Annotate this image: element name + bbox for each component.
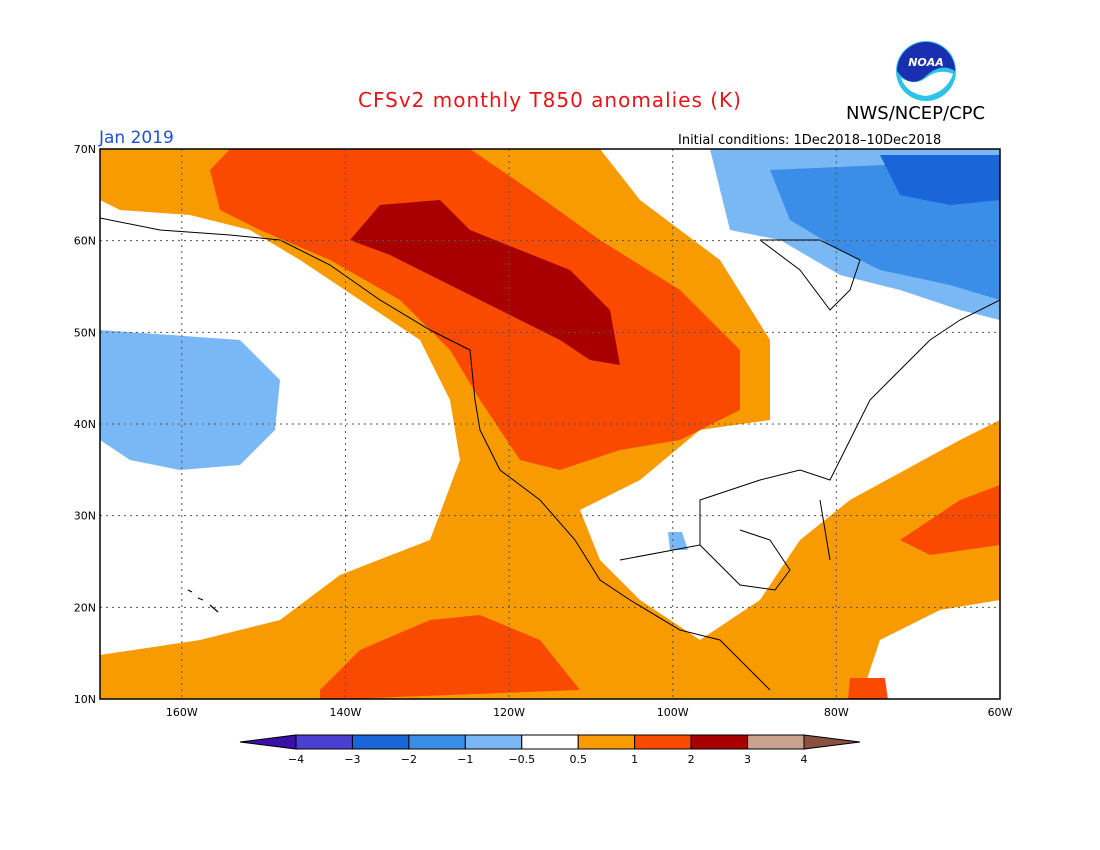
colorbar-label: 0.5	[569, 753, 587, 766]
lon-label: 80W	[824, 706, 849, 719]
anomaly-region-1-2-south	[320, 615, 580, 699]
lat-label: 10N	[74, 693, 96, 706]
anomaly-region-neg-arctic	[880, 155, 1000, 205]
colorbar-swatch	[521, 734, 579, 750]
anomaly-region-1-2	[210, 149, 740, 470]
lat-label: 70N	[74, 143, 96, 156]
anomaly-region-1-2-carib	[848, 678, 888, 699]
colorbar-label: −0.5	[508, 753, 535, 766]
map-frame	[99, 148, 1001, 700]
initial-conditions: Initial conditions: 1Dec2018–10Dec2018	[678, 133, 942, 148]
colorbar-label: 1	[631, 753, 638, 766]
lon-label: 140W	[330, 706, 362, 719]
lat-label: 50N	[74, 326, 96, 339]
forecast-period: Jan 2019	[99, 128, 174, 148]
graticule	[100, 149, 1000, 699]
lat-label: 30N	[74, 510, 96, 523]
map-title: CFSv2 monthly T850 anomalies (K)	[358, 88, 742, 112]
colorbar-swatch	[634, 734, 692, 750]
lon-label: 160W	[166, 706, 198, 719]
lon-label: 60W	[988, 706, 1013, 719]
coastline-hawaii	[187, 589, 219, 613]
lat-label: 60N	[74, 235, 96, 248]
colorbar-swatch	[464, 734, 523, 750]
colorbar-swatch	[408, 734, 466, 750]
colorbar-label: −1	[457, 753, 473, 766]
noaa-logo: NOAA	[896, 41, 956, 101]
lat-label: 40N	[74, 418, 96, 431]
colorbar-swatch	[351, 734, 410, 750]
noaa-logo-text: NOAA	[908, 56, 944, 69]
lon-label: 120W	[493, 706, 525, 719]
anomaly-region-2-3	[350, 200, 620, 365]
colorbar-swatch	[690, 734, 749, 750]
colorbar-label: −4	[288, 753, 304, 766]
latitude-labels: 70N 60N 50N 40N 30N 20N 10N	[74, 143, 96, 706]
longitude-labels: 160W 140W 120W 100W 80W 60W	[166, 706, 1013, 719]
colorbar-swatch	[747, 734, 805, 750]
colorbar-label: 3	[744, 753, 751, 766]
anomaly-region-1-2-atlantic	[900, 485, 1000, 555]
anomaly-region-neg-pacific	[100, 330, 280, 470]
colorbar-label: 4	[801, 753, 808, 766]
colorbar-label: 2	[688, 753, 695, 766]
colorbar-swatch	[295, 734, 353, 750]
colorbar: −4 −3 −2 −1 −0.5 0.5 1 2 3 4	[239, 734, 861, 766]
lat-label: 20N	[74, 601, 96, 614]
colorbar-arrow-low	[239, 734, 297, 750]
coastline-north-america	[100, 217, 1000, 691]
colorbar-label: −3	[344, 753, 360, 766]
colorbar-label: −2	[401, 753, 417, 766]
agency-label: NWS/NCEP/CPC	[846, 103, 986, 124]
colorbar-arrow-high	[803, 734, 861, 750]
colorbar-swatch	[577, 734, 636, 750]
lon-label: 100W	[657, 706, 689, 719]
